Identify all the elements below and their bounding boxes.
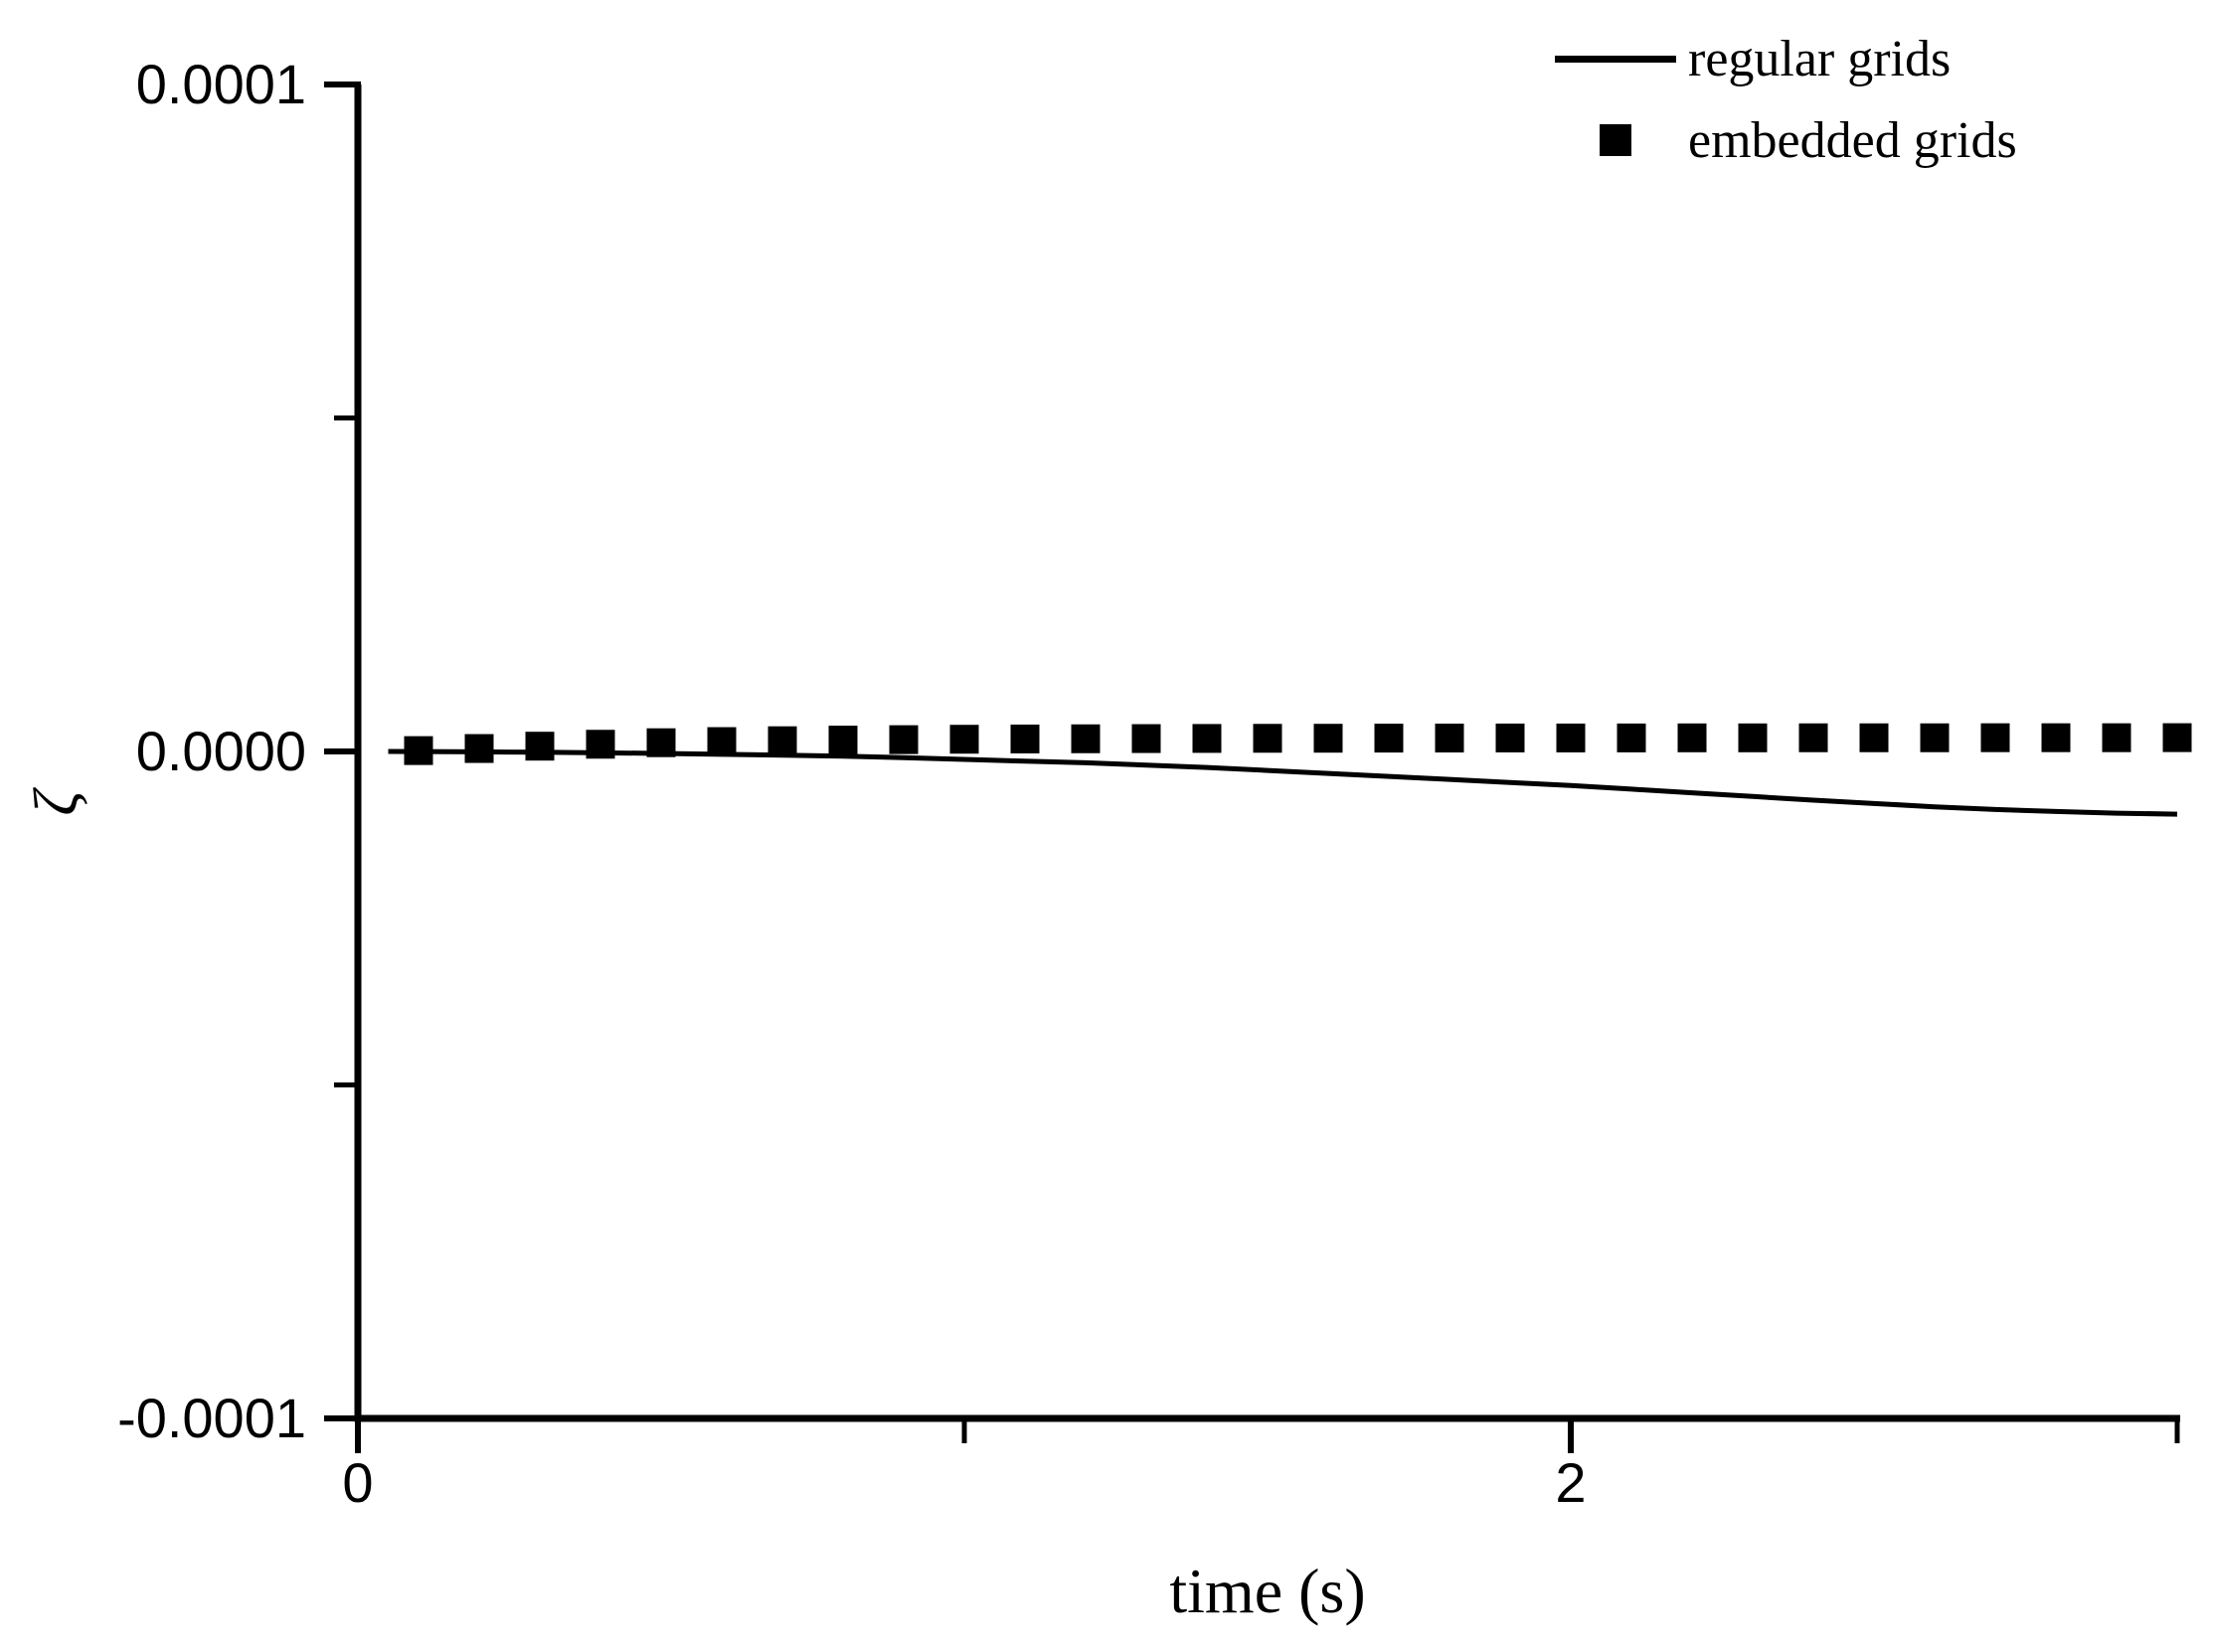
marker-square-embedded-grids [707,727,737,756]
marker-square-embedded-grids [949,725,979,754]
legend-sample-cell [1551,18,1680,99]
marker-square-embedded-grids [1980,723,2010,752]
marker-square-embedded-grids [1313,724,1343,753]
x-tick-label-2: 2 [1555,1451,1587,1514]
legend-item-regular-grids: regular grids [1551,18,2017,99]
marker-square-embedded-grids [464,734,494,763]
marker-square-embedded-grids [1556,723,1586,752]
x-axis-title: time (s) [1169,1556,1366,1626]
legend-item-embedded-grids: embedded grids [1551,99,2017,181]
x-tick-label-0: 0 [342,1451,374,1514]
legend-label-regular-grids: regular grids [1688,30,1952,87]
marker-square-embedded-grids [889,725,919,754]
y-tick-label-bottom: -0.0001 [117,1387,306,1449]
marker-square-embedded-grids [2041,723,2071,752]
marker-square-embedded-grids [404,736,433,765]
marker-square-embedded-grids [586,730,615,759]
marker-square-embedded-grids [2102,723,2131,752]
legend-line-sample-icon [1555,55,1676,63]
marker-square-embedded-grids [1798,723,1828,752]
legend: regular grids embedded grids [1551,18,2017,181]
marker-square-embedded-grids [1435,724,1464,753]
marker-square-embedded-grids [1010,724,1040,753]
y-axis-title: ζ [23,790,90,816]
marker-square-embedded-grids [1920,723,1950,752]
marker-square-embedded-grids [1677,723,1707,752]
marker-square-embedded-grids [1131,724,1161,753]
marker-square-embedded-grids [2162,723,2192,752]
marker-square-embedded-grids [1374,724,1404,753]
marker-square-embedded-grids [1071,724,1101,753]
series-line-regular-grids [388,748,2178,817]
marker-square-embedded-grids [1738,723,1768,752]
y-tick-label-top: 0.0001 [135,53,306,115]
marker-square-embedded-grids [767,726,797,755]
marker-square-embedded-grids [1495,723,1525,752]
marker-square-embedded-grids [1192,724,1222,753]
marker-square-embedded-grids [1253,724,1282,753]
marker-square-embedded-grids [1859,723,1889,752]
legend-label-embedded-grids: embedded grids [1688,111,2017,169]
legend-square-marker-icon [1600,124,1631,156]
marker-square-embedded-grids [525,732,555,761]
marker-square-embedded-grids [1617,723,1646,752]
y-tick-label-zero: 0.0000 [135,720,306,782]
legend-sample-cell [1551,99,1680,181]
marker-square-embedded-grids [828,726,858,755]
marker-square-embedded-grids [646,728,676,757]
